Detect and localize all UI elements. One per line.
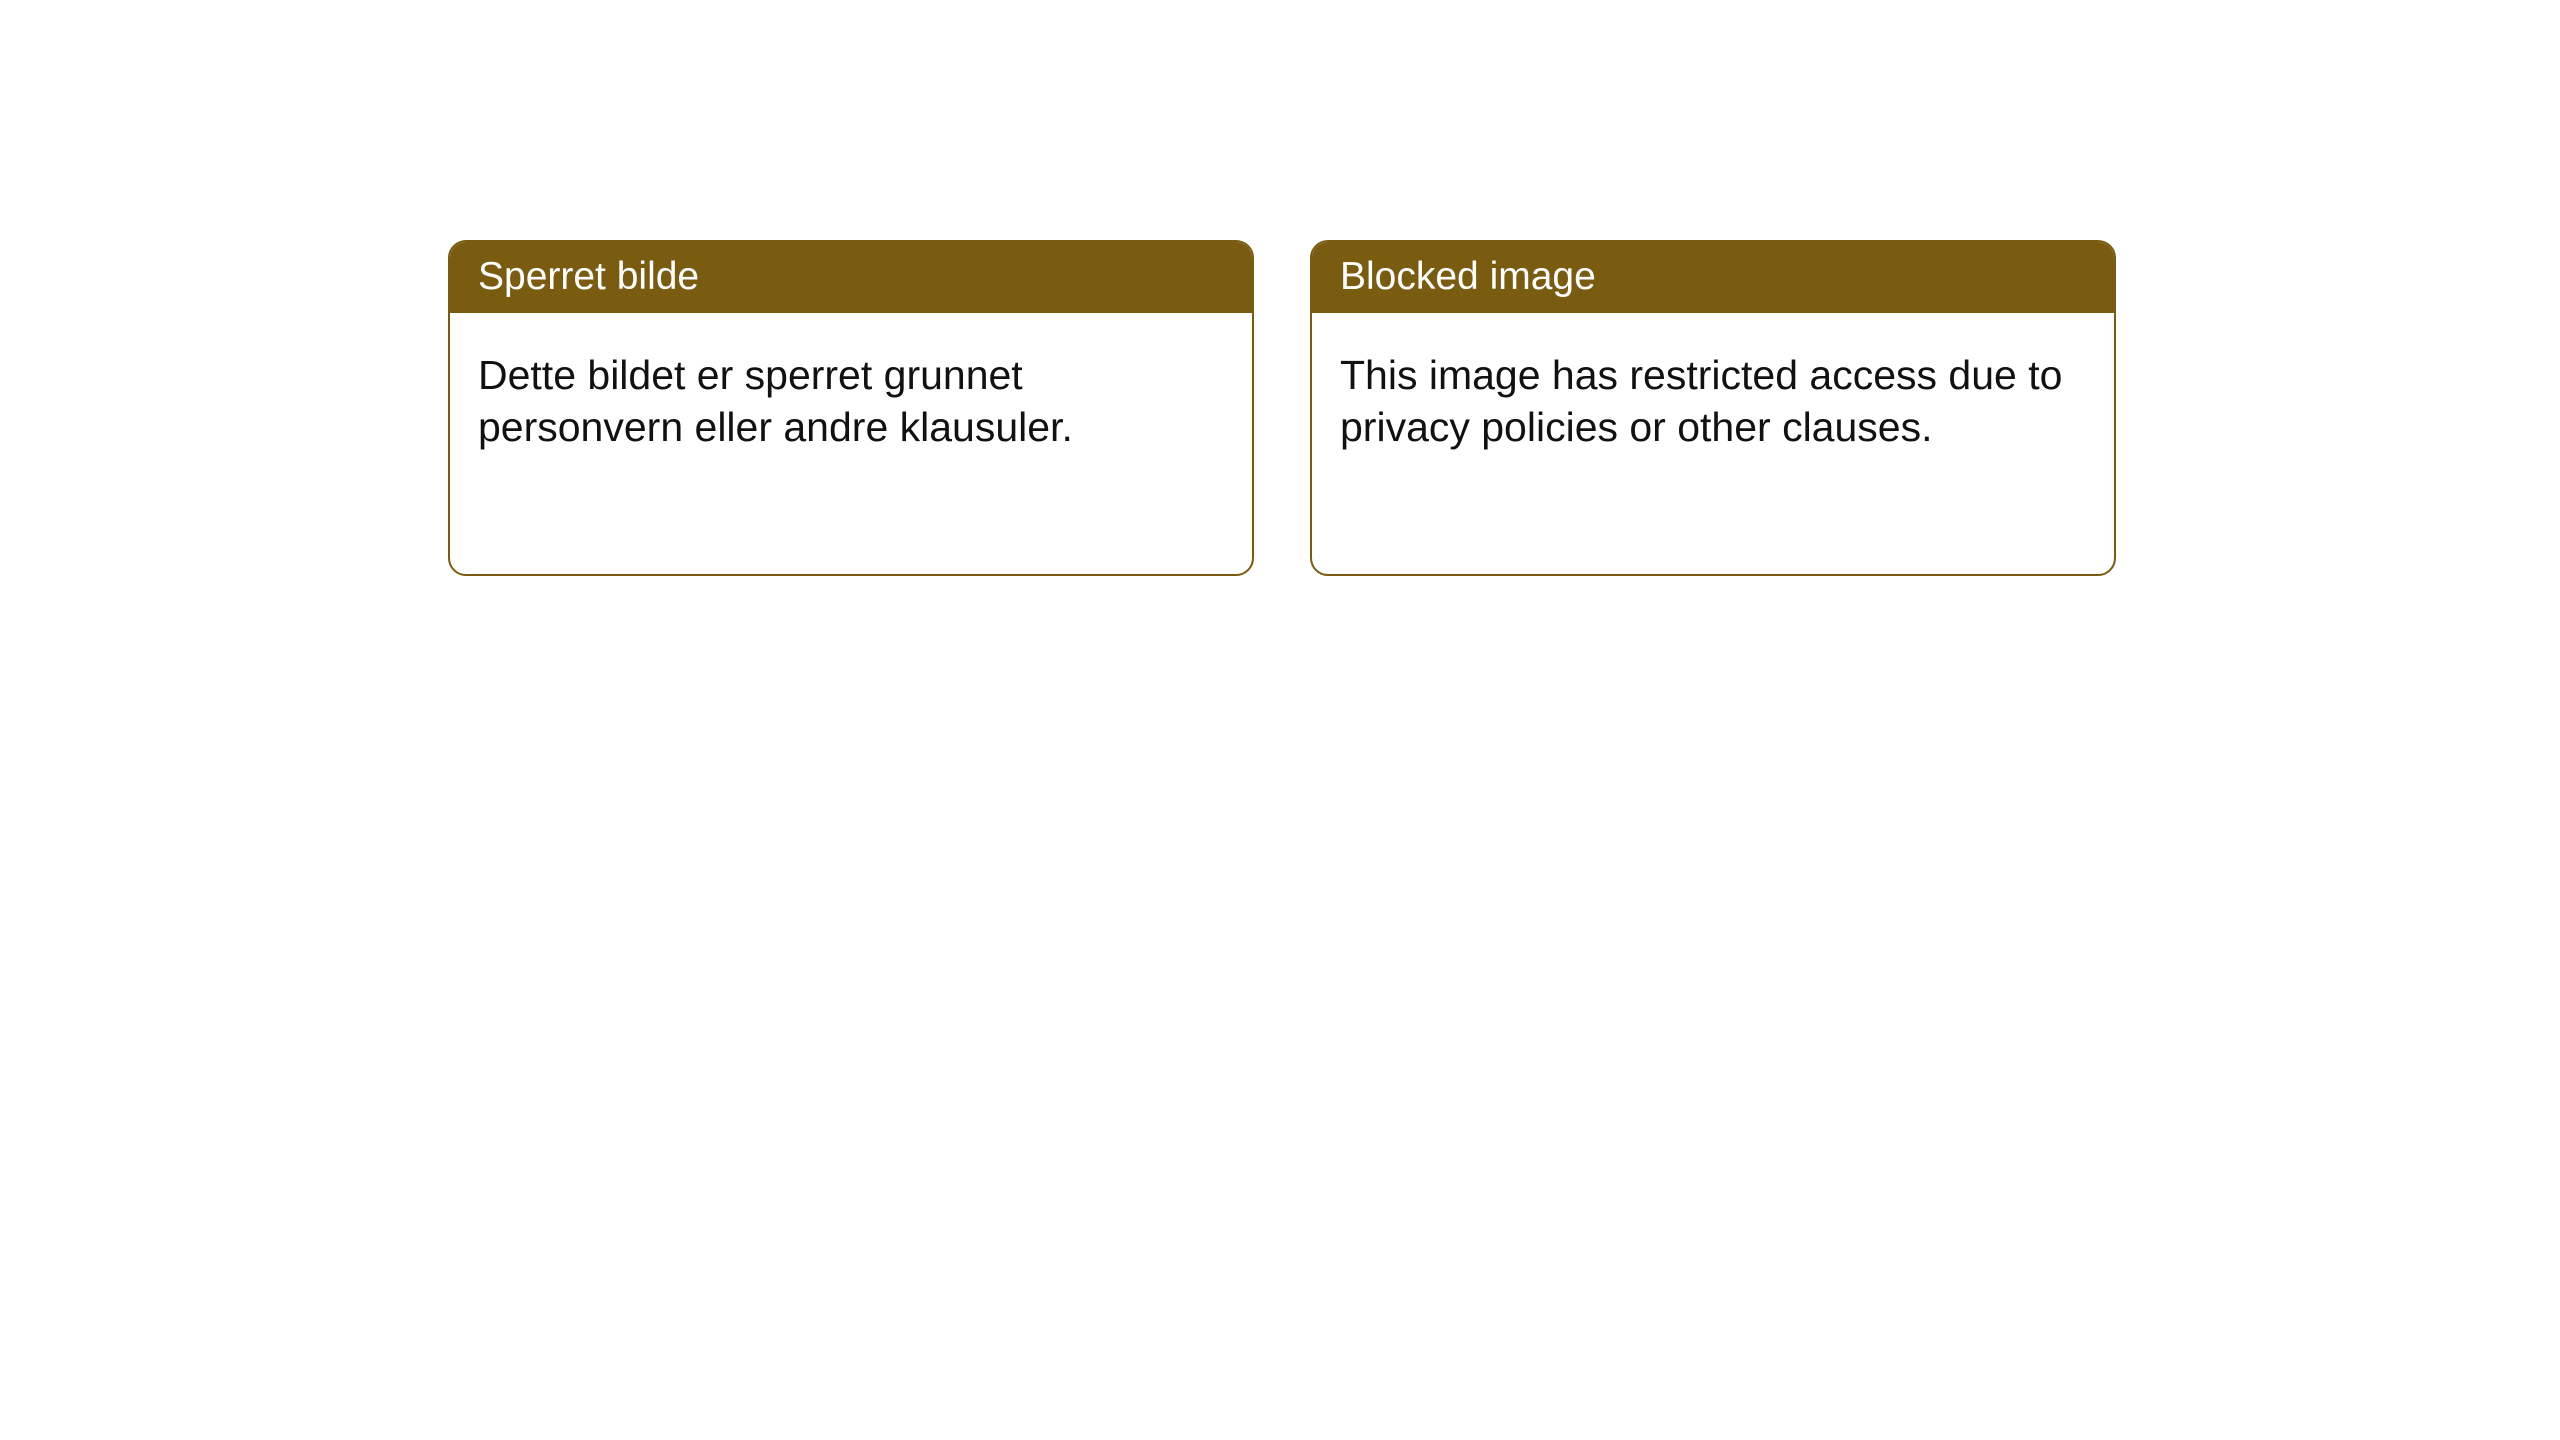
- panel-header-no: Sperret bilde: [450, 242, 1252, 313]
- panel-header-en: Blocked image: [1312, 242, 2114, 313]
- panel-body-en: This image has restricted access due to …: [1312, 313, 2114, 490]
- panel-body-no: Dette bildet er sperret grunnet personve…: [450, 313, 1252, 490]
- blocked-image-panel-en: Blocked image This image has restricted …: [1310, 240, 2116, 576]
- blocked-image-panel-no: Sperret bilde Dette bildet er sperret gr…: [448, 240, 1254, 576]
- blocked-image-panels: Sperret bilde Dette bildet er sperret gr…: [0, 0, 2560, 576]
